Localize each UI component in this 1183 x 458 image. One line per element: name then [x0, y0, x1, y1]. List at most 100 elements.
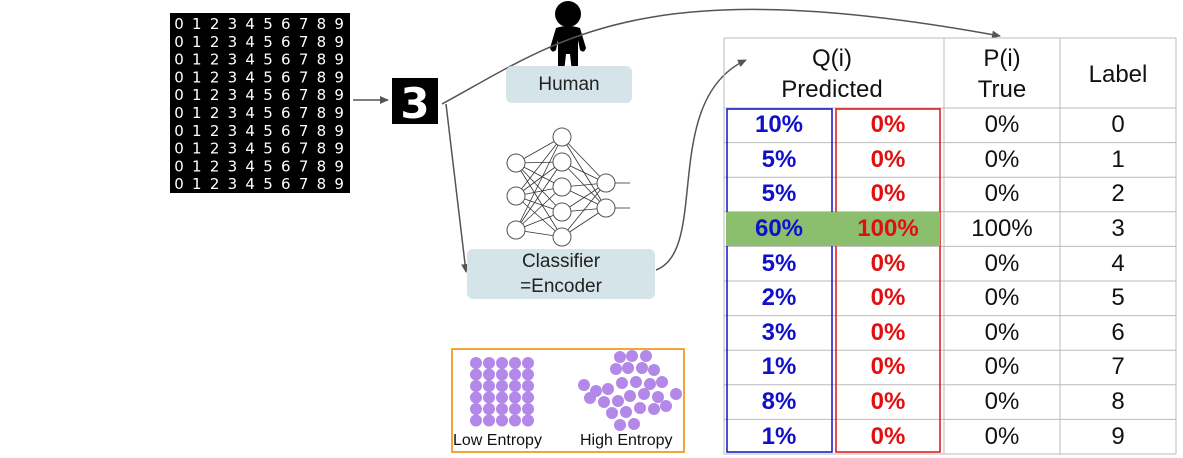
- nn-edge: [515, 161, 563, 231]
- true-prob-cell: 0%: [984, 318, 1020, 346]
- high-entropy-dots: [578, 350, 682, 431]
- low-entropy-dot: [470, 414, 482, 427]
- mnist-digit: 9: [334, 104, 344, 122]
- predicted-blue-cell: 5%: [761, 249, 797, 277]
- highlight-row: [726, 211, 940, 247]
- nn-edge: [561, 136, 607, 184]
- mnist-digit: 5: [263, 51, 273, 69]
- mnist-digit: 8: [317, 51, 327, 69]
- mnist-digit: 4: [245, 157, 255, 175]
- nn-node: [552, 127, 572, 147]
- label-cell: 9: [1111, 422, 1125, 450]
- mnist-digit: 0: [174, 175, 184, 193]
- high-entropy-dot: [578, 379, 590, 391]
- low-entropy-dot: [509, 403, 521, 415]
- mnist-digit: 0: [174, 122, 184, 140]
- mnist-digit: 7: [299, 104, 309, 122]
- mnist-digit: 0: [174, 33, 184, 51]
- mnist-digit: 3: [228, 68, 238, 86]
- label-cell: 3: [1111, 215, 1125, 243]
- low-entropy-dot: [522, 403, 534, 415]
- low-entropy-dot: [496, 414, 508, 427]
- mnist-digit: 1: [192, 140, 202, 158]
- mnist-digit: 1: [192, 104, 202, 122]
- mnist-digit: 2: [210, 140, 220, 158]
- high-entropy-dot: [622, 362, 634, 374]
- high-entropy-dot: [614, 419, 626, 431]
- mnist-digit: 7: [299, 122, 309, 140]
- predicted-red-cell: 0%: [870, 111, 906, 139]
- label-cell: 5: [1111, 284, 1125, 312]
- low-entropy-dot: [522, 414, 534, 427]
- true-prob-cell: 0%: [984, 388, 1020, 416]
- human-to-true-arrow: [441, 8, 1001, 105]
- label-cell: 7: [1111, 353, 1125, 381]
- mnist-digit: 2: [210, 33, 220, 51]
- mnist-digit: 3: [228, 51, 238, 69]
- low-entropy-dot: [496, 357, 508, 369]
- predicted-blue-cell: 5%: [761, 180, 797, 208]
- predicted-red-cell: 0%: [870, 353, 906, 381]
- mnist-digit: 1: [192, 51, 202, 69]
- mnist-digit: 3: [228, 33, 238, 51]
- high-entropy-dot: [606, 407, 618, 419]
- mnist-digit: 1: [192, 33, 202, 51]
- mnist-digit: 7: [299, 157, 309, 175]
- low-entropy-dot: [509, 391, 521, 404]
- nn-edge: [515, 195, 563, 238]
- mnist-digit: 7: [299, 68, 309, 86]
- mnist-digit: 1: [192, 86, 202, 104]
- input-digit-glyph: 3: [400, 79, 429, 128]
- low-entropy-dot: [522, 391, 534, 404]
- true-prob-cell: 0%: [984, 111, 1020, 139]
- low-entropy-dot: [509, 368, 521, 381]
- low-entropy-dot: [522, 357, 534, 369]
- predicted-blue-cell: 1%: [761, 422, 797, 450]
- mnist-digit: 9: [334, 175, 344, 193]
- mnist-digit: 5: [263, 122, 273, 140]
- mnist-digit: 4: [245, 68, 255, 86]
- mnist-digit: 2: [210, 86, 220, 104]
- nn-node: [506, 186, 526, 206]
- low-entropy-dots: [470, 357, 534, 427]
- nn-edge: [515, 161, 563, 197]
- mnist-digit: 3: [228, 15, 238, 33]
- mnist-digit: 3: [228, 140, 238, 158]
- high-entropy-dot: [612, 395, 624, 407]
- mnist-digit: 1: [192, 175, 202, 193]
- label-cell: 8: [1111, 388, 1125, 416]
- true-prob-cell: 0%: [984, 422, 1020, 450]
- label-cell: 2: [1111, 180, 1125, 208]
- mnist-digit: 6: [281, 33, 291, 51]
- low-entropy-dot: [483, 357, 495, 369]
- high-entropy-dot: [616, 377, 628, 389]
- true-prob-cell: 0%: [984, 284, 1020, 312]
- mnist-digit: 5: [263, 33, 273, 51]
- nn-edge: [515, 136, 563, 197]
- high-entropy-dot: [630, 376, 642, 388]
- mnist-digit: 9: [334, 140, 344, 158]
- mnist-digit: 9: [334, 157, 344, 175]
- low-entropy-dot: [470, 368, 482, 381]
- high-entropy-dot: [584, 392, 596, 404]
- low-entropy-dot: [470, 391, 482, 404]
- mnist-digit: 7: [299, 175, 309, 193]
- mnist-digit: 2: [210, 175, 220, 193]
- high-entropy-dot: [636, 362, 648, 374]
- true-prob-cell: 100%: [971, 215, 1033, 243]
- high-entropy-dot: [640, 350, 652, 362]
- high-entropy-dot: [660, 400, 672, 412]
- low-entropy-dot: [483, 414, 495, 427]
- nn-node: [506, 153, 526, 173]
- neural-network-icon: [506, 127, 630, 247]
- true-prob-cell: 0%: [984, 145, 1020, 173]
- nn-node: [552, 177, 572, 197]
- predicted-red-cell: 0%: [870, 422, 906, 450]
- mnist-digit: 9: [334, 33, 344, 51]
- predicted-blue-outline: [726, 108, 833, 453]
- nn-node: [596, 173, 616, 193]
- predicted-red-cell: 0%: [870, 388, 906, 416]
- mnist-digit: 8: [317, 122, 327, 140]
- mnist-digit: 5: [263, 68, 273, 86]
